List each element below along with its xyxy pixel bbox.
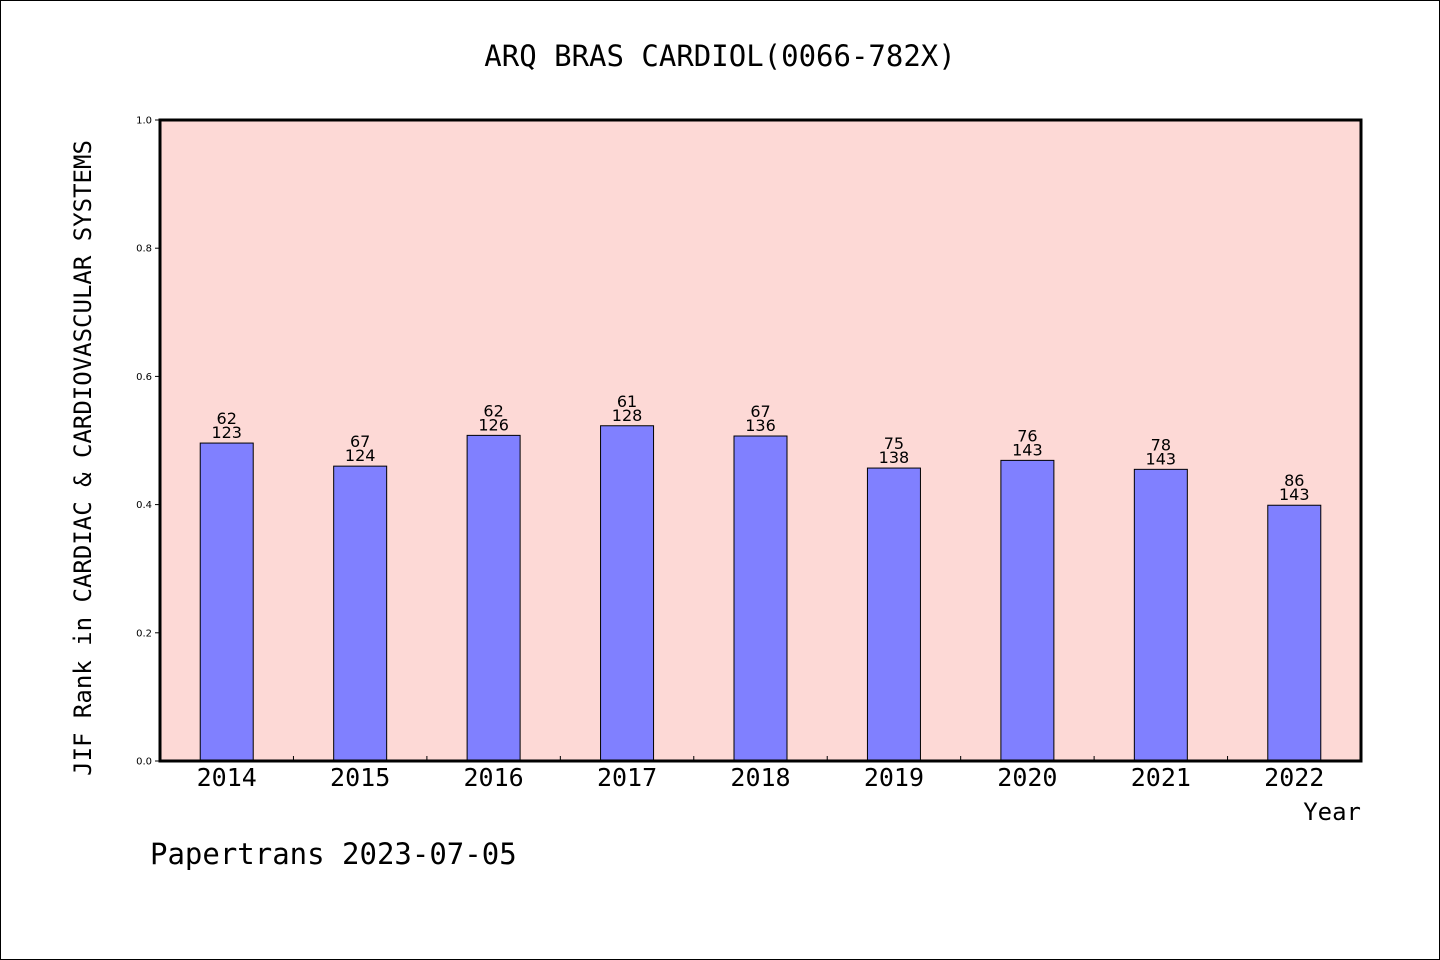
plot-border: [158, 118, 1363, 763]
y-tick-label: 1.0: [136, 116, 152, 127]
bar-label-rank: 67: [350, 432, 370, 451]
x-tick-label: 2015: [330, 763, 390, 792]
bar: [733, 435, 788, 762]
bar: [333, 465, 388, 762]
bar-label-rank: 61: [617, 392, 637, 411]
bar: [1267, 504, 1322, 762]
chart-title: ARQ BRAS CARDIOL(0066-782X): [484, 39, 955, 73]
bar-label-total: 136: [745, 416, 776, 435]
y-tick-label: 0.4: [136, 500, 152, 511]
x-tick-label: 2017: [597, 763, 657, 792]
bar-label-total: 123: [211, 423, 242, 442]
bars-group: [199, 425, 1322, 762]
bar: [466, 434, 521, 762]
bar-label-total: 143: [1279, 485, 1310, 504]
bar-label-rank: 76: [1017, 426, 1037, 445]
bar-label-total: 128: [612, 406, 643, 425]
x-tick-label: 2016: [464, 763, 524, 792]
x-tick-label: 2022: [1264, 763, 1324, 792]
bar-label-rank: 75: [884, 434, 904, 453]
bar-label-total: 143: [1146, 449, 1177, 468]
y-tick-label: 0.6: [136, 372, 152, 383]
bar: [199, 442, 254, 762]
bar: [1000, 459, 1055, 762]
bar-label-rank: 67: [750, 402, 770, 421]
bar: [1133, 468, 1188, 762]
x-axis-label: Year: [1303, 798, 1361, 826]
bar: [600, 425, 655, 762]
bar-label-rank: 86: [1284, 471, 1304, 490]
x-tick-label: 2020: [997, 763, 1057, 792]
x-tick-label: 2019: [864, 763, 924, 792]
y-tick-label: 0.8: [136, 244, 152, 255]
bar-label-total: 124: [345, 446, 376, 465]
x-axis-ticks: 2014 2015 2016 2017 2018 2019 2020 2021 2022: [197, 756, 1324, 792]
bar-label-rank: 62: [483, 401, 503, 420]
x-tick-label: 2014: [197, 763, 257, 792]
x-tick-label: 2021: [1131, 763, 1191, 792]
bar-label-rank: 62: [217, 409, 237, 428]
bar-label-total: 126: [478, 415, 509, 434]
bar-label-total: 138: [879, 448, 910, 467]
bar-label-rank: 78: [1151, 435, 1171, 454]
y-axis-label: JIF Rank in CARDIAC & CARDIOVASCULAR SYS…: [69, 140, 97, 776]
bar: [866, 467, 921, 762]
bar-label-total: 143: [1012, 440, 1043, 459]
x-tick-label: 2018: [730, 763, 790, 792]
y-tick-label: 0.0: [136, 757, 152, 768]
source-stamp: Papertrans 2023-07-05: [150, 837, 517, 871]
y-tick-label: 0.2: [136, 628, 152, 639]
y-axis-ticks: 0.0 0.2 0.4 0.6 0.8 1.0: [136, 116, 160, 768]
